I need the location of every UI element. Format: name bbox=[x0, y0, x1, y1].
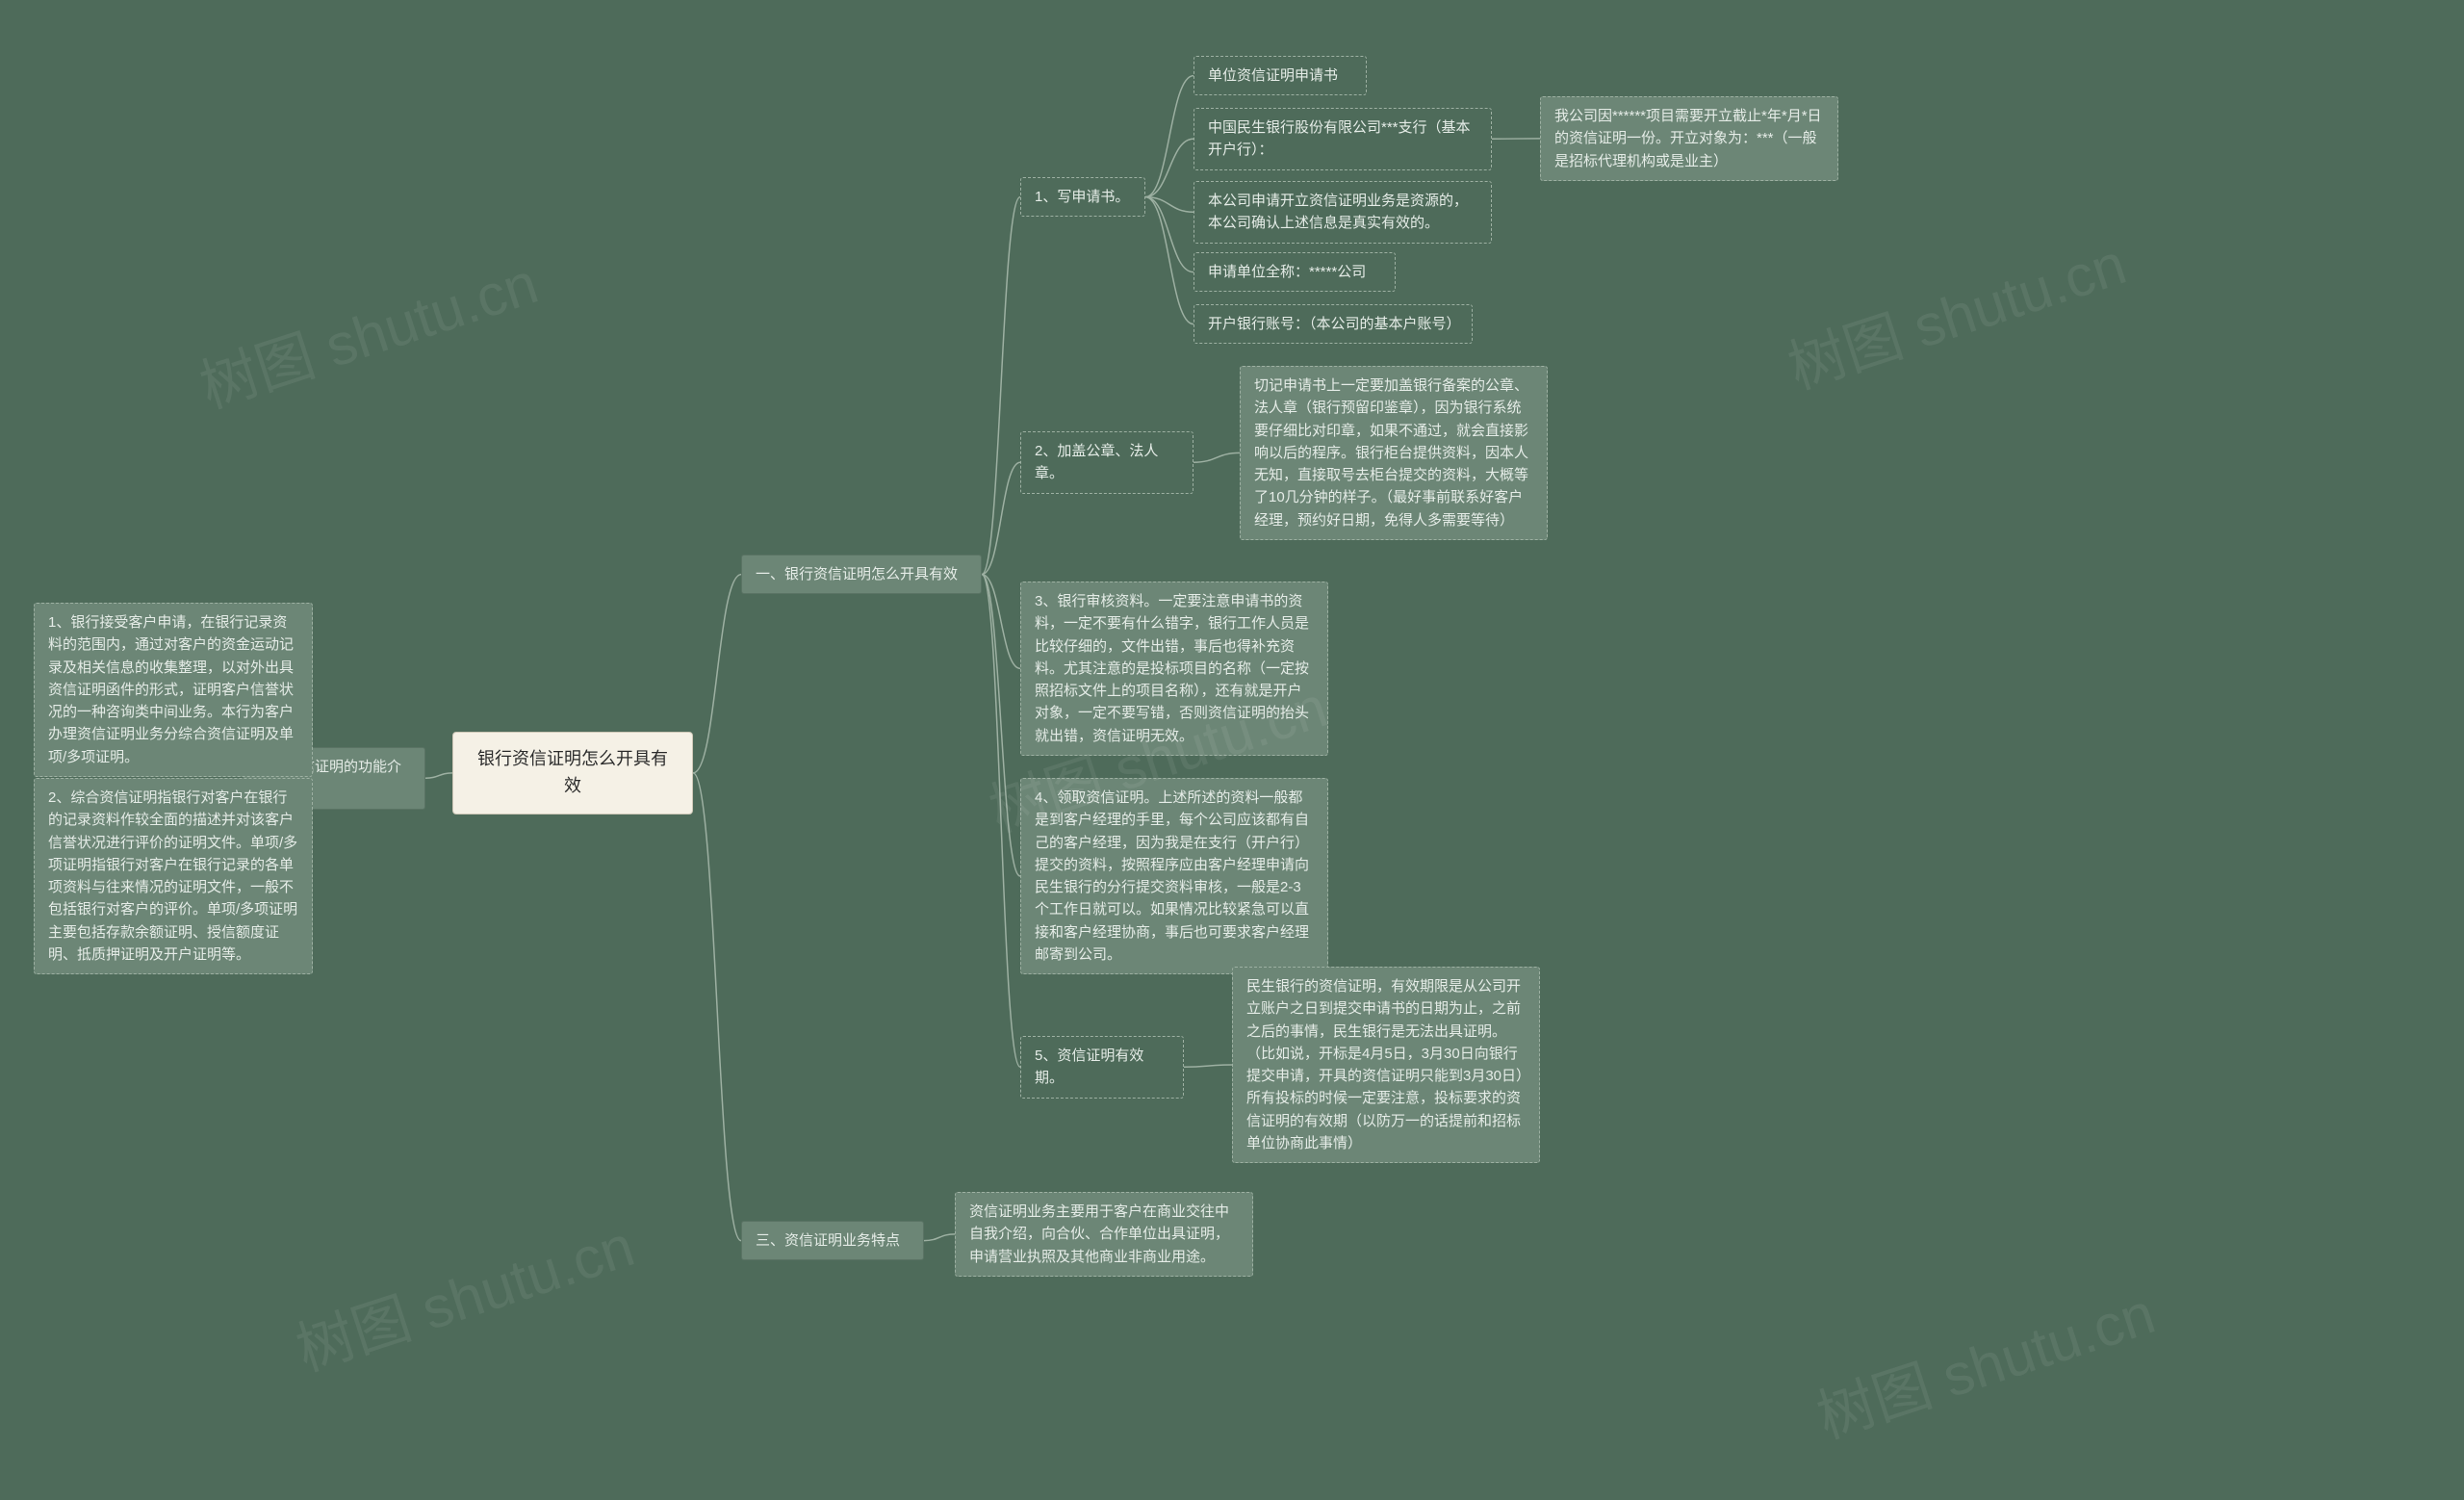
node-n1_2a: 切记申请书上一定要加盖银行备案的公章、法人章（银行预留印鉴章），因为银行系统要仔… bbox=[1240, 366, 1548, 540]
node-n1_1: 1、写申请书。 bbox=[1020, 177, 1145, 217]
node-n1_4: 4、领取资信证明。上述所述的资料一般都是到客户经理的手里，每个公司应该都有自己的… bbox=[1020, 778, 1328, 974]
node-n2_1: 1、银行接受客户申请，在银行记录资料的范围内，通过对客户的资金运动记录及相关信息… bbox=[34, 603, 313, 777]
node-n1: 一、银行资信证明怎么开具有效 bbox=[741, 555, 982, 594]
connector bbox=[982, 197, 1020, 575]
node-n2_2: 2、综合资信证明指银行对客户在银行的记录资料作较全面的描述并对该客户信誉状况进行… bbox=[34, 778, 313, 974]
connector bbox=[924, 1234, 955, 1241]
connector bbox=[1145, 197, 1194, 272]
node-n1_1a: 单位资信证明申请书 bbox=[1194, 56, 1367, 95]
watermark: 树图 shutu.cn bbox=[284, 1200, 643, 1387]
node-n1_1b1: 我公司因******项目需要开立截止*年*月*日的资信证明一份。开立对象为：**… bbox=[1540, 96, 1838, 181]
node-n1_5a: 民生银行的资信证明，有效期限是从公司开立账户之日到提交申请书的日期为止，之前之后… bbox=[1232, 967, 1540, 1163]
connector bbox=[1184, 1065, 1232, 1067]
node-n1_1e: 开户银行账号：（本公司的基本户账号） bbox=[1194, 304, 1473, 344]
connector bbox=[1194, 453, 1240, 462]
connector bbox=[982, 575, 1020, 876]
watermark: 树图 shutu.cn bbox=[188, 237, 547, 425]
node-n1_2: 2、加盖公章、法人章。 bbox=[1020, 431, 1194, 494]
node-n1_1d: 申请单位全称：*****公司 bbox=[1194, 252, 1396, 292]
connector bbox=[982, 575, 1020, 669]
node-n1_1b: 中国民生银行股份有限公司***支行（基本开户行）： bbox=[1194, 108, 1492, 170]
node-n1_1c: 本公司申请开立资信证明业务是资源的，本公司确认上述信息是真实有效的。 bbox=[1194, 181, 1492, 244]
watermark: 树图 shutu.cn bbox=[1776, 218, 2135, 405]
connector bbox=[982, 575, 1020, 1068]
node-n3_1: 资信证明业务主要用于客户在商业交往中自我介绍，向合伙、合作单位出具证明，申请营业… bbox=[955, 1192, 1253, 1277]
connector bbox=[425, 773, 452, 778]
connector bbox=[982, 462, 1020, 574]
node-n1_3: 3、银行审核资料。一定要注意申请书的资料，一定不要有什么错字，银行工作人员是比较… bbox=[1020, 582, 1328, 756]
node-n1_5: 5、资信证明有效期。 bbox=[1020, 1036, 1184, 1099]
node-n3: 三、资信证明业务特点 bbox=[741, 1221, 924, 1260]
node-root: 银行资信证明怎么开具有效 bbox=[452, 732, 693, 815]
connector bbox=[1145, 197, 1194, 213]
connector bbox=[693, 575, 741, 773]
connector bbox=[1145, 76, 1194, 197]
connector bbox=[1145, 197, 1194, 324]
watermark: 树图 shutu.cn bbox=[1805, 1267, 2164, 1455]
connector bbox=[1145, 139, 1194, 196]
connector bbox=[693, 773, 741, 1241]
